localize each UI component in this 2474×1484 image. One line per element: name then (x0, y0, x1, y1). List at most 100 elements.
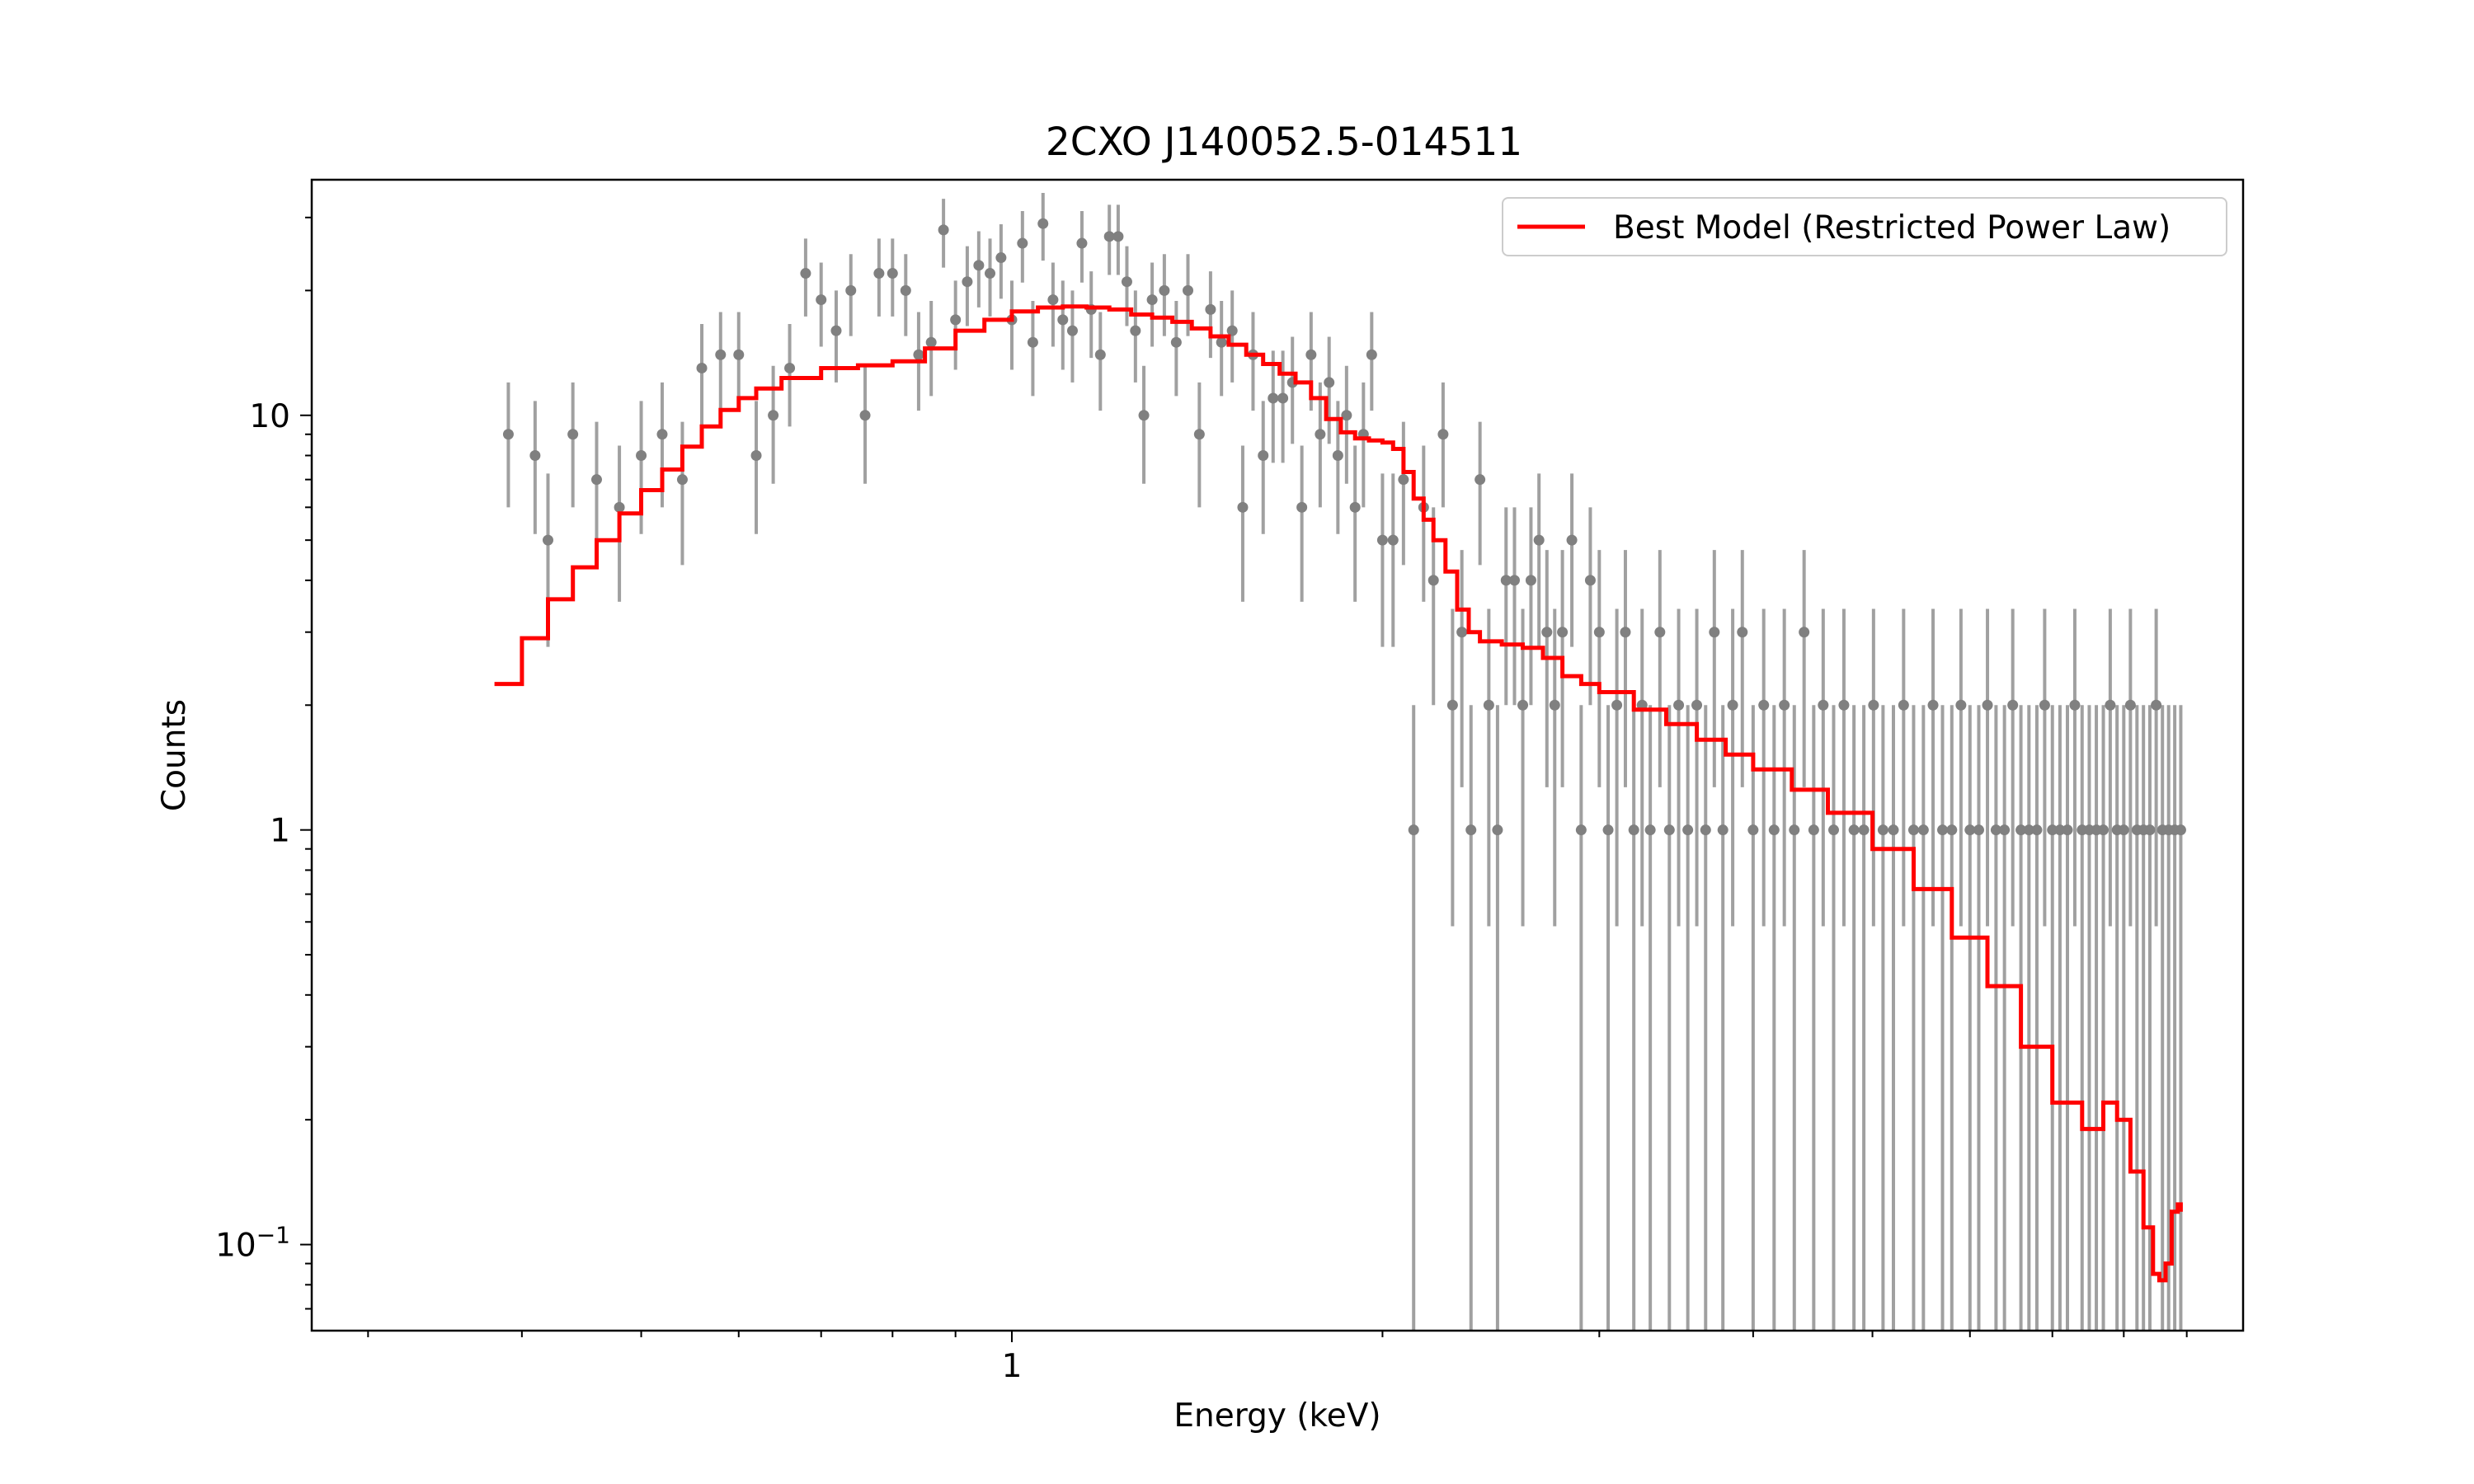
data-point (859, 410, 871, 421)
data-point (845, 284, 857, 296)
data-point (1868, 699, 1879, 711)
data-point (1103, 231, 1115, 242)
data-point (590, 474, 602, 486)
data-point (1907, 824, 1919, 836)
data-point (1112, 231, 1124, 242)
data-point (1483, 699, 1494, 711)
data-point (696, 362, 708, 373)
data-point (784, 362, 796, 373)
data-point (1387, 534, 1399, 546)
data-point (1927, 699, 1939, 711)
y-tick-label: 10 (249, 398, 290, 435)
data-point (1799, 627, 1810, 638)
data-point (913, 349, 924, 360)
legend-label-model: Best Model (Restricted Power Law) (1613, 209, 2171, 247)
data-point (887, 268, 898, 279)
data-point (2098, 824, 2109, 836)
data-point (1146, 294, 1158, 306)
data-point (1017, 237, 1028, 249)
data-point (1193, 429, 1205, 440)
data-point (995, 252, 1007, 264)
data-point (816, 294, 827, 306)
data-point (1332, 449, 1343, 461)
data-point (1541, 627, 1553, 638)
axes-frame (310, 178, 2245, 1332)
data-point (1465, 824, 1477, 836)
data-point (800, 268, 811, 279)
data-point (1768, 824, 1780, 836)
data-point (1437, 429, 1449, 440)
data-point (1898, 699, 1909, 711)
data-point (1644, 824, 1656, 836)
data-point (542, 534, 553, 546)
data-point (1973, 824, 1984, 836)
y-axis-label: Counts (156, 699, 193, 811)
data-point (1593, 627, 1605, 638)
data-point (733, 349, 745, 360)
data-point (1216, 336, 1227, 348)
data-point (1700, 824, 1711, 836)
data-point (1557, 627, 1569, 638)
data-point (1828, 824, 1840, 836)
data-point (1620, 627, 1631, 638)
data-point (873, 268, 885, 279)
data-point (1533, 534, 1545, 546)
data-point (1575, 824, 1587, 836)
data-point (1057, 314, 1069, 326)
y-axis: 10−1 1 10 (215, 216, 312, 1310)
data-point (1159, 284, 1170, 296)
data-point (1654, 627, 1666, 638)
data-point (1848, 824, 1860, 836)
data-point (1838, 699, 1850, 711)
data-point (1917, 824, 1929, 836)
data-point (768, 410, 779, 421)
data-point (2069, 699, 2081, 711)
data-point (1717, 824, 1729, 836)
data-point (1500, 575, 1512, 586)
data-point (2047, 824, 2058, 836)
data-point (656, 429, 668, 440)
data-point (900, 284, 911, 296)
data-point (1691, 699, 1703, 711)
plot-area (494, 193, 2186, 1331)
data-point (985, 268, 996, 279)
data-point (950, 314, 962, 326)
data-point (529, 449, 541, 461)
data-point (1858, 824, 1870, 836)
data-point (1747, 824, 1759, 836)
data-point (1324, 377, 1335, 388)
data-point (1315, 429, 1326, 440)
data-point (1611, 699, 1623, 711)
data-point (2023, 824, 2034, 836)
chart-title: 2CXO J140052.5-014511 (1046, 120, 1522, 165)
data-point (1779, 699, 1790, 711)
data-point (1258, 449, 1269, 461)
legend-box (1502, 197, 2227, 256)
data-point (1138, 410, 1150, 421)
data-point (1341, 410, 1352, 421)
data-point (1758, 699, 1770, 711)
data-point (2015, 824, 2027, 836)
data-point (502, 429, 514, 440)
data-point (1517, 699, 1529, 711)
data-point (1170, 336, 1182, 348)
data-point (1296, 501, 1308, 513)
data-point (1094, 349, 1106, 360)
x-tick-label: 1 (1002, 1348, 1023, 1385)
data-point (1130, 325, 1141, 336)
data-point (1602, 824, 1614, 836)
data-point (1999, 824, 2011, 836)
data-point (1456, 627, 1468, 638)
data-point (2054, 824, 2066, 836)
data-point (830, 325, 842, 336)
legend: Best Model (Restricted Power Law) (1502, 197, 2227, 256)
data-point (2105, 699, 2116, 711)
data-point (925, 336, 937, 348)
data-point (2031, 824, 2043, 836)
data-point (1955, 699, 1967, 711)
data-point (1475, 474, 1486, 486)
data-point (2039, 699, 2050, 711)
data-point (2007, 699, 2019, 711)
data-point (1964, 824, 1976, 836)
